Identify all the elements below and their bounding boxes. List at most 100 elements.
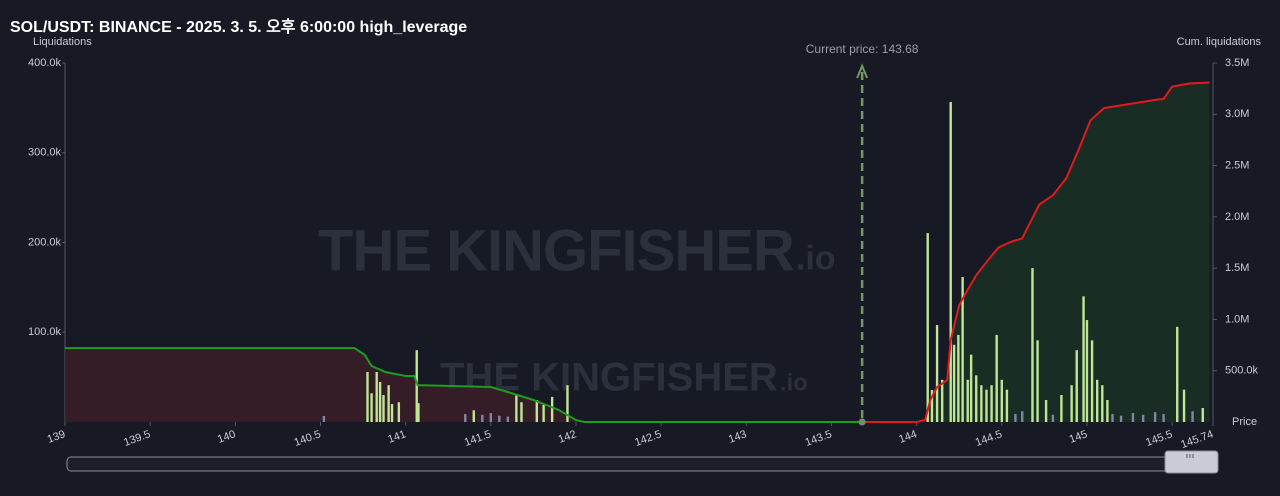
current-price-dot <box>858 418 866 426</box>
y2-tick-label: 2.0M <box>1225 211 1249 223</box>
x-tick-label: 139 <box>46 428 67 446</box>
liquidation-bar <box>935 325 939 422</box>
liquidation-bar <box>322 415 326 422</box>
liquidation-bar <box>1111 413 1114 422</box>
liquidation-bar <box>1176 326 1179 422</box>
y2-tick-label: 3.0M <box>1225 108 1249 120</box>
current-price-arrow <box>856 63 869 79</box>
liquidation-bar <box>566 385 569 422</box>
liquidation-bar <box>1060 395 1063 422</box>
liquidation-bar <box>985 389 988 422</box>
liquidation-bar <box>1082 296 1085 422</box>
liquidation-bar <box>1085 320 1089 422</box>
x-tick-label: 141 <box>386 428 407 446</box>
liquidation-bar <box>1031 268 1034 422</box>
liquidation-bar <box>1044 400 1048 422</box>
liquidation-bar <box>387 385 390 422</box>
y2-tick-label: 3.5M <box>1225 57 1249 69</box>
liquidation-bar <box>498 415 501 422</box>
liquidation-bar <box>520 402 523 422</box>
liquidation-bar <box>975 375 978 422</box>
y2-tick-label: 500.0k <box>1225 365 1259 377</box>
cumulative-line <box>65 347 863 423</box>
liquidation-bar <box>1051 414 1055 422</box>
liquidation-bar <box>550 396 554 422</box>
x-tick-label: 140 <box>216 428 237 446</box>
liquidation-bar <box>397 402 401 422</box>
liquidation-bar <box>390 404 394 422</box>
y2-axis-label: Cum. liquidations <box>1177 36 1262 48</box>
chart-title: SOL/USDT: BINANCE - 2025. 3. 5. 오후 6:00:… <box>10 17 467 36</box>
liquidation-bar <box>961 277 964 422</box>
x-axis-label: Price <box>1232 416 1257 428</box>
liquidation-bar <box>930 390 934 422</box>
y-tick-label: 200.0k <box>28 236 62 248</box>
liquidation-bar <box>1075 350 1078 422</box>
liquidation-bar <box>1014 413 1017 422</box>
x-tick-label: 142 <box>557 428 578 446</box>
liquidation-bar <box>489 413 493 422</box>
x-tick-label: 145 <box>1068 428 1089 446</box>
liquidation-bar <box>952 344 956 422</box>
liquidation-bar <box>375 372 378 422</box>
scroll-grip <box>1186 454 1194 458</box>
liquidation-bar <box>1101 385 1104 422</box>
liquidation-bar <box>1119 415 1123 422</box>
liquidation-bar <box>415 350 418 422</box>
liquidation-bar <box>370 393 373 422</box>
liquidation-bar <box>1005 389 1009 422</box>
liquidation-bar <box>1106 400 1109 422</box>
liquidation-bar <box>535 400 539 422</box>
liquidation-bar <box>382 395 385 422</box>
liquidation-bar <box>1095 379 1099 422</box>
y-tick-label: 400.0k <box>28 57 62 69</box>
y2-tick-label: 1.0M <box>1225 313 1249 325</box>
liquidation-bar <box>949 102 952 422</box>
liquidation-bar <box>417 403 420 422</box>
y2-tick-label: 2.5M <box>1225 159 1249 171</box>
scroll-handle[interactable] <box>1164 450 1219 474</box>
liquidation-bar <box>1182 389 1186 422</box>
y2-tick-label: 1.5M <box>1225 262 1249 274</box>
cumulative-area <box>862 82 1210 422</box>
liquidation-bar <box>1036 340 1039 422</box>
watermark-suffix: .io <box>780 370 808 397</box>
liquidation-bar <box>926 233 929 422</box>
liquidation-bar <box>1162 413 1165 422</box>
liquidation-bar <box>1131 413 1135 422</box>
liquidation-bar <box>969 354 973 422</box>
liquidation-bar <box>1153 412 1157 422</box>
liquidation-bar <box>464 413 467 422</box>
liquidation-bar <box>940 379 944 422</box>
liquidation-bar <box>1070 385 1073 422</box>
cumulative-area <box>65 348 863 422</box>
scrollbar[interactable] <box>66 450 1219 474</box>
liquidation-bar <box>957 334 960 422</box>
liquidation-bar <box>515 395 518 422</box>
liquidation-bar <box>472 410 475 422</box>
liquidation-bar <box>1000 379 1003 422</box>
watermark: THE KINGFISHER <box>318 218 794 283</box>
liquidation-bar <box>542 404 545 422</box>
cumulative-line <box>862 81 1210 423</box>
liquidation-bar <box>366 372 369 422</box>
liquidation-bar <box>506 416 510 422</box>
liquidation-bar <box>1191 411 1194 422</box>
current-price-label: Current price: 143.68 <box>806 42 919 56</box>
y-axis-label: Liquidations <box>33 36 92 48</box>
liquidation-bar <box>1021 411 1024 422</box>
liquidation-bar <box>1201 407 1204 422</box>
liquidation-bar <box>980 385 983 422</box>
liquidation-bar <box>966 379 969 422</box>
scroll-track[interactable] <box>66 456 1218 472</box>
liquidation-bar <box>481 414 484 422</box>
watermark-suffix: .io <box>796 240 836 278</box>
y-tick-label: 100.0k <box>28 326 62 338</box>
liquidation-bar <box>995 334 998 422</box>
liquidation-bar <box>378 381 382 422</box>
liquidation-bar <box>990 385 993 422</box>
liquidation-bar <box>1141 414 1145 422</box>
y-tick-label: 300.0k <box>28 147 62 159</box>
x-tick-label: 144 <box>897 428 918 446</box>
